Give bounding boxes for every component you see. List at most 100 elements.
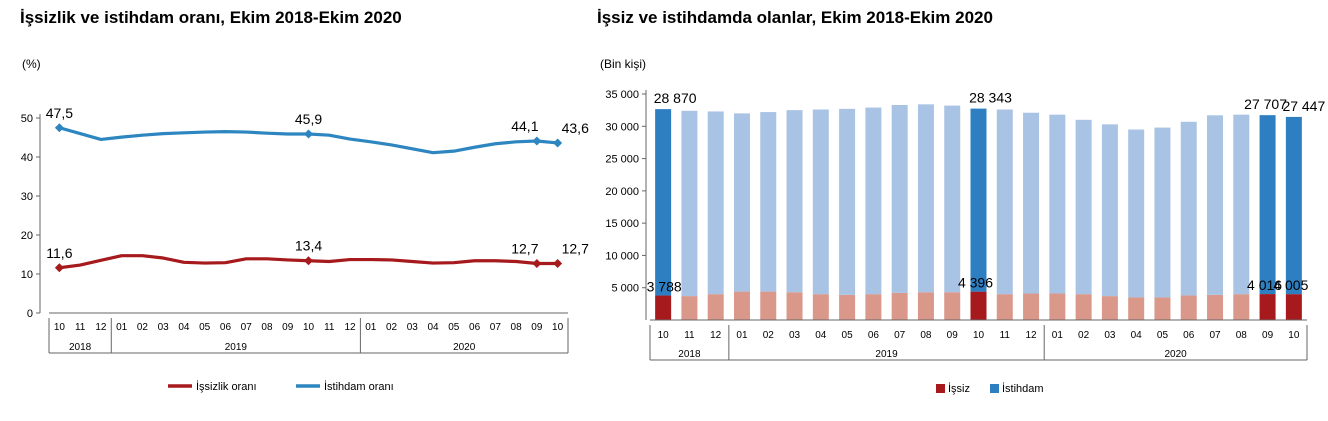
- employed-bar: [1180, 121, 1197, 296]
- data-marker: [553, 138, 563, 148]
- employed-bar: [970, 108, 987, 292]
- data-marker: [54, 263, 64, 273]
- x-tick-label: 08: [261, 322, 273, 333]
- line-chart-title: İşsizlik ve istihdam oranı, Ekim 2018-Ek…: [20, 8, 402, 27]
- bar-chart-title: İşsiz ve istihdamda olanlar, Ekim 2018-E…: [597, 8, 993, 27]
- x-tick-label: 06: [1183, 330, 1195, 341]
- employed-bar: [681, 110, 698, 297]
- x-tick-label: 02: [386, 322, 398, 333]
- employed-data-label: 28 343: [969, 90, 1012, 106]
- x-tick-label: 05: [448, 322, 460, 333]
- x-tick-label: 06: [220, 322, 232, 333]
- data-label: 43,6: [562, 120, 589, 136]
- data-label: 13,4: [295, 238, 322, 254]
- unemployed-bar: [1285, 294, 1302, 320]
- unemployed-bar: [1180, 295, 1197, 320]
- x-tick-label: 06: [469, 322, 481, 333]
- employed-bar: [1233, 114, 1250, 295]
- year-label: 2020: [453, 342, 476, 353]
- unemployed-bar: [1233, 294, 1250, 320]
- x-tick-label: 06: [868, 330, 880, 341]
- x-tick-label: 11: [1000, 330, 1011, 341]
- x-tick-label: 03: [789, 330, 801, 341]
- unemployed-bar: [812, 294, 829, 320]
- unemployed-bar: [839, 294, 856, 320]
- unemployed-data-label: 4 396: [958, 275, 993, 291]
- unemployed-bar: [891, 292, 908, 320]
- x-tick-label: 02: [763, 330, 775, 341]
- y-tick-label: 30 000: [605, 121, 639, 133]
- x-tick-label: 09: [531, 322, 543, 333]
- employed-data-label: 27 707: [1244, 96, 1287, 112]
- x-tick-label: 05: [1157, 330, 1169, 341]
- y-tick-label: 10 000: [605, 250, 639, 262]
- x-tick-label: 04: [815, 330, 827, 341]
- employed-bar: [1075, 119, 1092, 295]
- employed-bar: [1285, 116, 1302, 295]
- y-tick-label: 20: [21, 230, 33, 242]
- x-tick-label: 11: [324, 322, 335, 333]
- x-tick-label: 07: [490, 322, 502, 333]
- x-tick-label: 03: [1104, 330, 1116, 341]
- year-label: 2018: [69, 342, 92, 353]
- unemployed-data-label: 3 788: [647, 279, 682, 295]
- employed-bar: [996, 109, 1013, 295]
- x-tick-label: 08: [511, 322, 523, 333]
- legend-entry: İstihdam oranı: [324, 380, 394, 393]
- x-tick-label: 05: [199, 322, 211, 333]
- x-tick-label: 10: [1288, 330, 1300, 341]
- data-label: 12,7: [511, 240, 538, 256]
- unemployed-data-label: 4 005: [1273, 277, 1308, 293]
- unemployed-bar: [1259, 294, 1276, 320]
- y-tick-label: 25 000: [605, 154, 639, 166]
- x-tick-label: 10: [973, 330, 985, 341]
- x-tick-label: 12: [344, 322, 356, 333]
- line-chart-panel: İşsizlik ve istihdam oranı, Ekim 2018-Ek…: [0, 0, 590, 421]
- data-marker: [532, 136, 542, 146]
- year-label: 2020: [1164, 349, 1187, 360]
- unemployed-bar: [681, 296, 698, 320]
- unemployed-bar: [760, 291, 777, 320]
- data-marker: [304, 129, 313, 139]
- unemployed-bar: [944, 292, 961, 320]
- unemployed-bar: [1049, 293, 1066, 320]
- employed-bar: [1023, 112, 1040, 294]
- y-tick-label: 15 000: [605, 218, 639, 230]
- data-marker: [553, 258, 563, 268]
- employed-bar: [865, 107, 882, 295]
- x-tick-label: 03: [407, 322, 419, 333]
- unemployed-bar: [1207, 294, 1224, 320]
- y-tick-label: 10: [21, 269, 33, 281]
- bar-chart: (Bin kişi) 5 000 10 000 15 000 20 000 25 000 3…: [600, 57, 1325, 395]
- x-tick-label: 03: [158, 322, 170, 333]
- employed-bar: [1207, 115, 1224, 295]
- year-label: 2019: [225, 342, 248, 353]
- data-label: 44,1: [511, 118, 538, 134]
- unemployed-data-label: 4 016: [1247, 277, 1282, 293]
- x-tick-label: 08: [920, 330, 932, 341]
- unemployed-bar: [707, 294, 724, 320]
- employed-bar: [786, 110, 803, 293]
- data-marker: [304, 256, 313, 266]
- employed-bar: [839, 108, 856, 295]
- employed-bar: [707, 111, 724, 295]
- employed-data-label: 28 870: [654, 90, 697, 106]
- x-tick-label: 11: [684, 330, 695, 341]
- unemployed-bar: [865, 294, 882, 320]
- x-tick-label: 10: [303, 322, 315, 333]
- data-label: 11,6: [46, 245, 72, 261]
- x-tick-label: 10: [54, 322, 66, 333]
- x-tick-label: 01: [736, 330, 748, 341]
- x-tick-label: 01: [1052, 330, 1064, 341]
- unemployed-bar: [1154, 297, 1171, 320]
- data-marker: [54, 123, 64, 133]
- x-tick-label: 10: [658, 330, 670, 341]
- y-tick-label: 30: [21, 191, 33, 203]
- employed-bar: [655, 109, 672, 296]
- employed-bar: [944, 105, 961, 293]
- legend-entry: İstihdam: [1002, 382, 1044, 395]
- bar-chart-panel: İşsiz ve istihdamda olanlar, Ekim 2018-E…: [590, 0, 1328, 421]
- y-tick-label: 20 000: [605, 186, 639, 198]
- x-tick-label: 09: [947, 330, 959, 341]
- x-tick-label: 01: [365, 322, 377, 333]
